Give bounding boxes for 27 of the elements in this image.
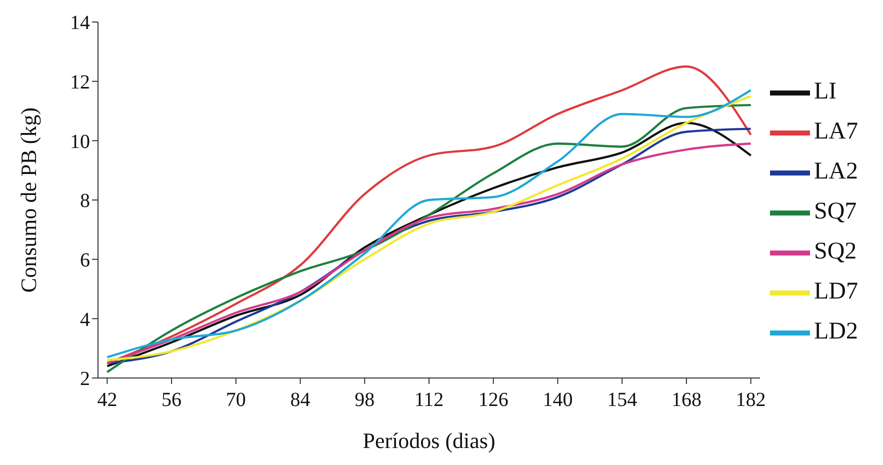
y-tick-label: 12 [70,71,90,94]
x-tick-label: 42 [97,389,118,412]
x-tick-label: 168 [671,389,702,412]
x-tick-label: 182 [736,389,766,412]
x-tick-label: 126 [478,389,508,412]
legend-label: SQ7 [814,198,857,225]
legend-label: LA7 [814,118,858,145]
x-tick-label: 70 [226,389,246,412]
x-tick-label: 56 [162,389,182,412]
y-tick-label: 8 [80,190,90,212]
y-axis-title: Consumo de PB (kg) [16,107,41,293]
x-tick-label: 98 [354,389,375,412]
legend-label: LD2 [814,318,858,345]
y-tick-label: 14 [70,12,90,34]
legend-label: LA2 [814,158,858,185]
legend-label: LD7 [814,278,858,305]
x-axis-title: Períodos (dias) [362,428,496,453]
x-tick-label: 112 [414,389,444,412]
x-tick-label: 154 [607,389,638,412]
y-tick-label: 2 [80,368,90,390]
legend-label: SQ2 [814,238,857,265]
y-tick-label: 10 [70,130,90,153]
y-tick-label: 6 [80,249,90,272]
x-tick-label: 84 [290,389,310,412]
x-tick-label: 140 [542,389,573,412]
legend-label: LI [814,78,837,105]
y-tick-label: 4 [80,308,90,331]
